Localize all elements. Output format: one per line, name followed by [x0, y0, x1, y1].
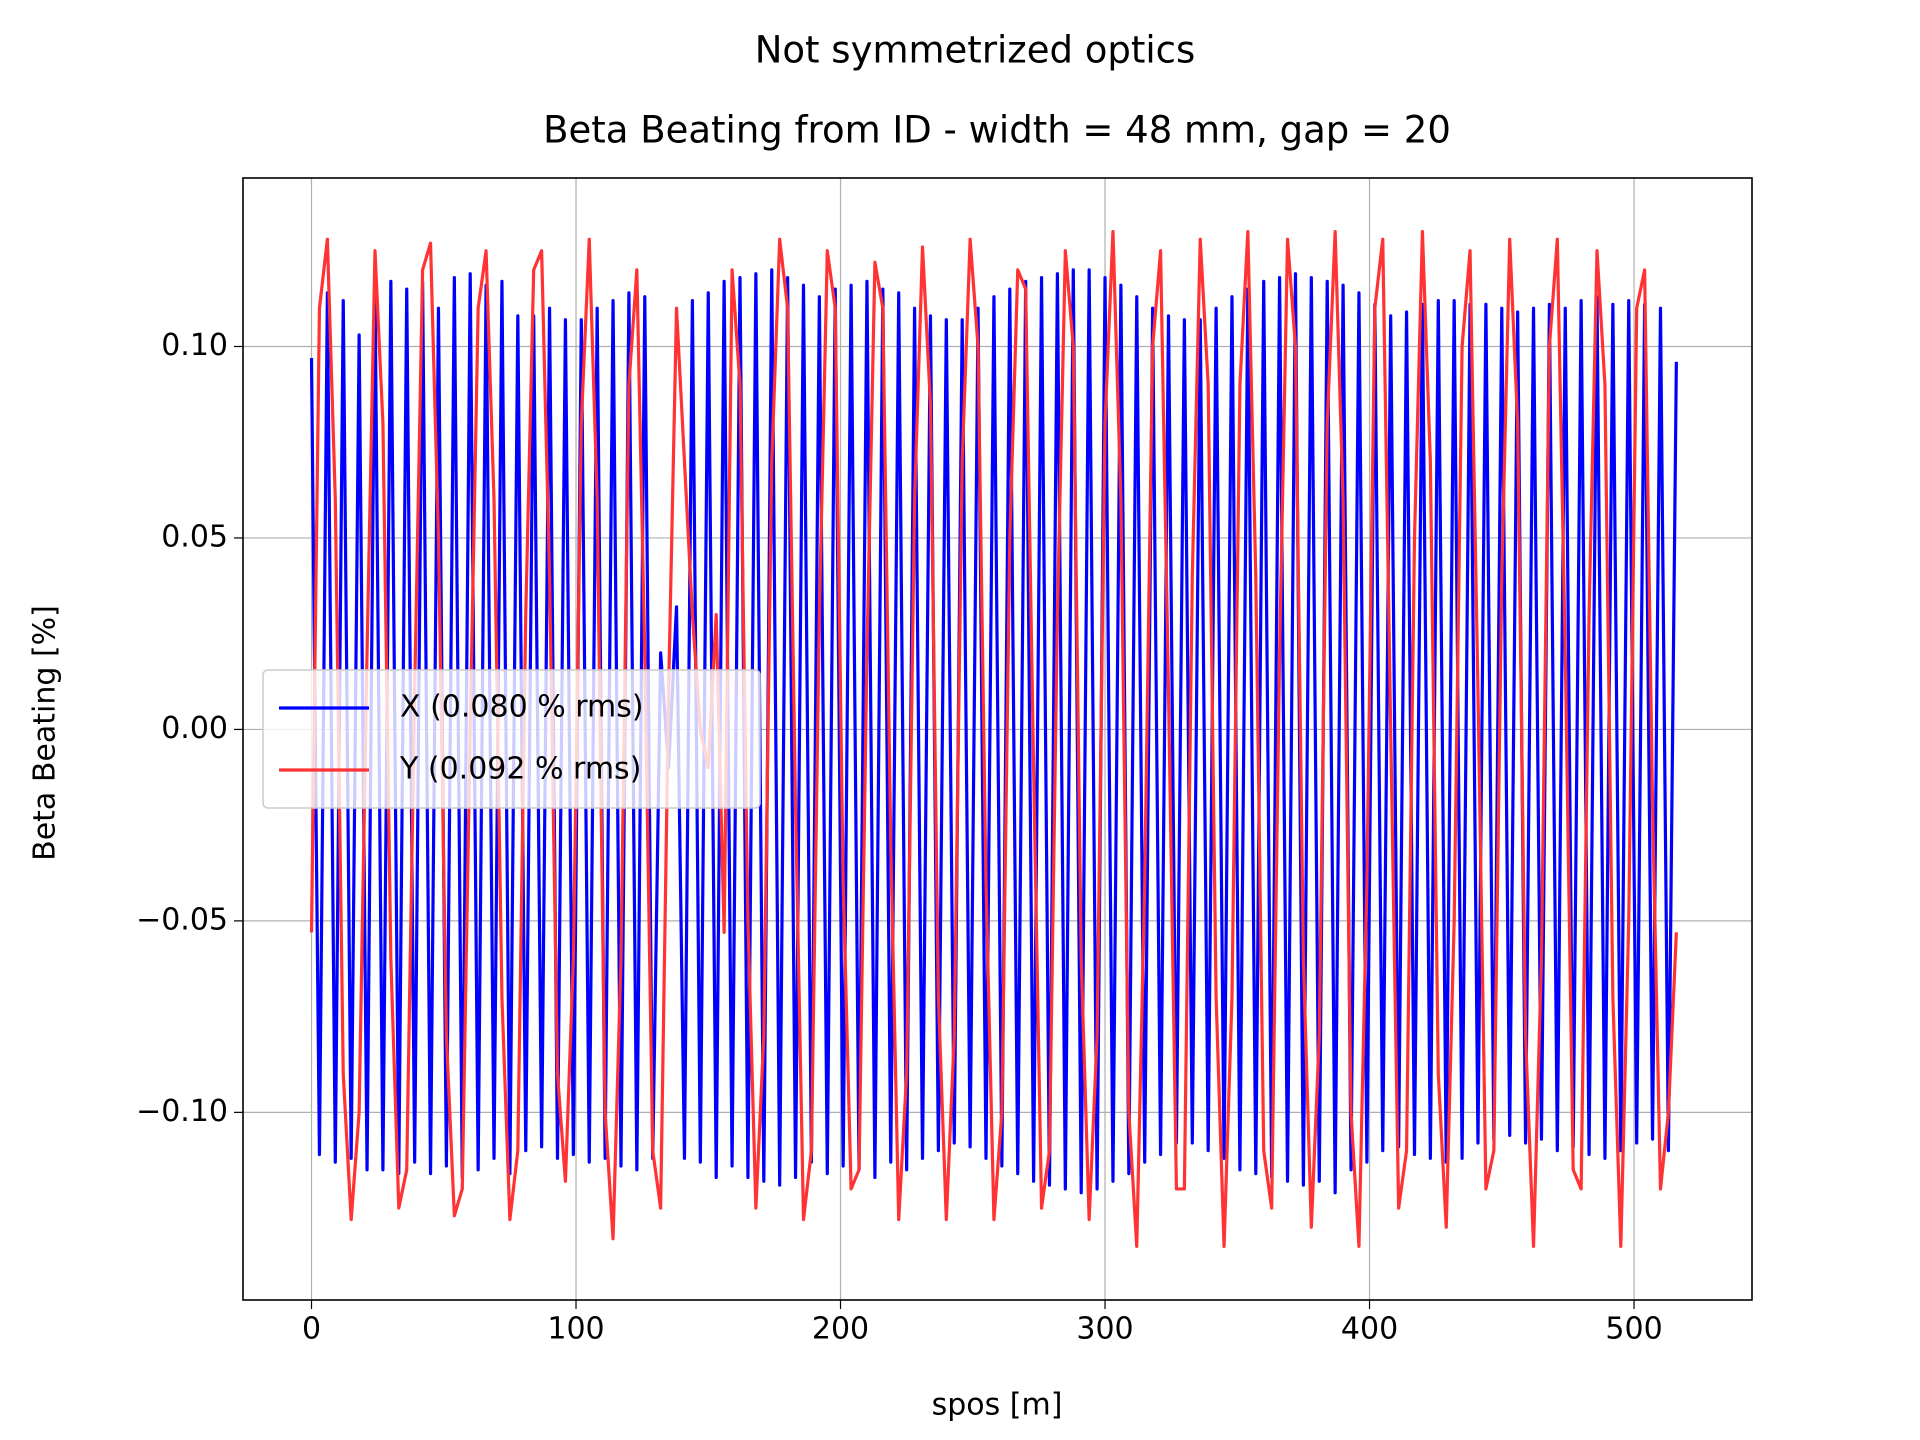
x-tick-label: 500 — [1605, 1312, 1662, 1347]
x-tick-label: 200 — [812, 1312, 869, 1347]
legend-label: X (0.080 % rms) — [400, 690, 644, 725]
series-line — [309, 268, 1678, 1195]
axes-frame — [242, 177, 1753, 1301]
x-tick-label: 300 — [1076, 1312, 1133, 1347]
y-tick-label: 0.10 — [161, 328, 228, 363]
y-tick-label: −0.05 — [136, 902, 228, 937]
legend-box — [262, 669, 761, 809]
legend-label: Y (0.092 % rms) — [399, 752, 641, 787]
chart-title: Beta Beating from ID - width = 48 mm, ga… — [543, 109, 1451, 152]
y-tick-label: 0.00 — [161, 711, 228, 746]
y-tick-label: −0.10 — [136, 1094, 228, 1129]
series-line — [309, 230, 1678, 1248]
suptitle: Not symmetrized optics — [755, 29, 1196, 72]
x-tick-label: 0 — [302, 1312, 321, 1347]
x-tick-label: 100 — [547, 1312, 604, 1347]
y-axis-label: Beta Beating [%] — [28, 605, 63, 861]
y-tick-label: 0.05 — [161, 519, 228, 554]
x-axis-label: spos [m] — [932, 1388, 1063, 1423]
x-tick-label: 400 — [1341, 1312, 1398, 1347]
